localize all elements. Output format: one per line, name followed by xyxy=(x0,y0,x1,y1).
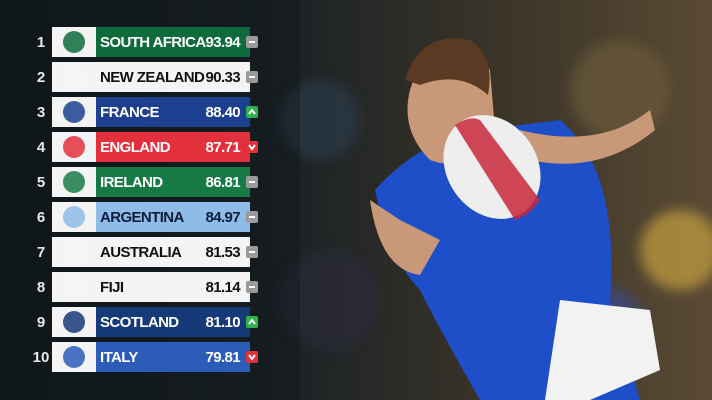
team-bar xyxy=(96,272,250,302)
team-name: FRANCE xyxy=(100,104,159,121)
movement-glyph xyxy=(248,144,256,151)
team-name: FIJI xyxy=(100,279,124,296)
panel-shade xyxy=(0,0,300,400)
team-logo-emblem xyxy=(63,206,85,228)
rank-number: 2 xyxy=(37,69,45,86)
team-name: ITALY xyxy=(100,349,138,366)
team-name: ARGENTINA xyxy=(100,209,185,226)
team-logo-emblem xyxy=(63,346,85,368)
rank-number: 8 xyxy=(37,279,45,296)
team-bar xyxy=(96,62,250,92)
team-points: 88.40 xyxy=(205,104,240,121)
ranking-row: 2 NEW ZEALAND 90.33 xyxy=(37,62,258,92)
team-name: AUSTRALIA xyxy=(100,244,182,261)
team-points: 79.81 xyxy=(205,349,240,366)
team-name: SCOTLAND xyxy=(100,314,179,331)
team-logo-emblem xyxy=(63,311,85,333)
team-bar xyxy=(96,307,250,337)
ranking-row: 5 IRELAND 86.81 xyxy=(37,167,258,197)
rank-number: 6 xyxy=(37,209,45,226)
team-logo-emblem xyxy=(63,276,85,298)
team-name: NEW ZEALAND xyxy=(100,69,205,86)
team-bar xyxy=(96,342,250,372)
team-points: 81.53 xyxy=(205,244,240,261)
team-logo-emblem xyxy=(63,31,85,53)
team-logo-emblem xyxy=(63,101,85,123)
team-points: 93.94 xyxy=(205,34,241,51)
rank-number: 9 xyxy=(37,314,45,331)
team-points: 84.97 xyxy=(205,209,240,226)
rank-number: 4 xyxy=(37,139,46,156)
movement-icon xyxy=(246,106,258,118)
movement-glyph xyxy=(248,108,256,115)
movement-icon xyxy=(246,316,258,328)
team-points: 81.14 xyxy=(205,279,241,296)
team-points: 87.71 xyxy=(205,139,240,156)
ranking-row: 8 FIJI 81.14 xyxy=(37,272,258,302)
player xyxy=(370,38,660,400)
team-bar xyxy=(96,202,250,232)
team-name: IRELAND xyxy=(100,174,163,191)
team-bar xyxy=(96,167,250,197)
ranking-row: 6 ARGENTINA 84.97 xyxy=(37,202,258,232)
team-logo-emblem xyxy=(63,171,85,193)
ranking-row: 1 SOUTH AFRICA 93.94 xyxy=(37,27,258,57)
team-bar xyxy=(96,27,250,57)
movement-glyph xyxy=(248,318,256,325)
team-logo-emblem xyxy=(63,136,85,158)
team-points: 90.33 xyxy=(205,69,240,86)
team-name: ENGLAND xyxy=(100,139,171,156)
team-bar xyxy=(96,132,250,162)
rank-number: 3 xyxy=(37,104,45,121)
ranking-row: 7 AUSTRALIA 81.53 xyxy=(37,237,258,267)
ranking-row: 9 SCOTLAND 81.10 xyxy=(37,307,258,337)
rank-number: 5 xyxy=(37,174,45,191)
team-points: 81.10 xyxy=(205,314,240,331)
ranking-row: 3 FRANCE 88.40 xyxy=(37,97,258,127)
rank-number: 10 xyxy=(33,349,50,366)
ranking-row: 10 ITALY 79.81 xyxy=(33,342,258,372)
team-logo-emblem xyxy=(63,66,85,88)
ranking-row: 4 ENGLAND 87.71 xyxy=(37,132,258,162)
team-points: 86.81 xyxy=(205,174,240,191)
movement-icon xyxy=(246,141,258,153)
movement-icon xyxy=(246,351,258,363)
team-bar xyxy=(96,97,250,127)
team-logo-emblem xyxy=(63,241,85,263)
team-bar xyxy=(96,237,250,267)
movement-glyph xyxy=(248,354,256,361)
team-name: SOUTH AFRICA xyxy=(100,34,206,51)
rank-number: 1 xyxy=(37,34,45,51)
rank-number: 7 xyxy=(37,244,45,261)
